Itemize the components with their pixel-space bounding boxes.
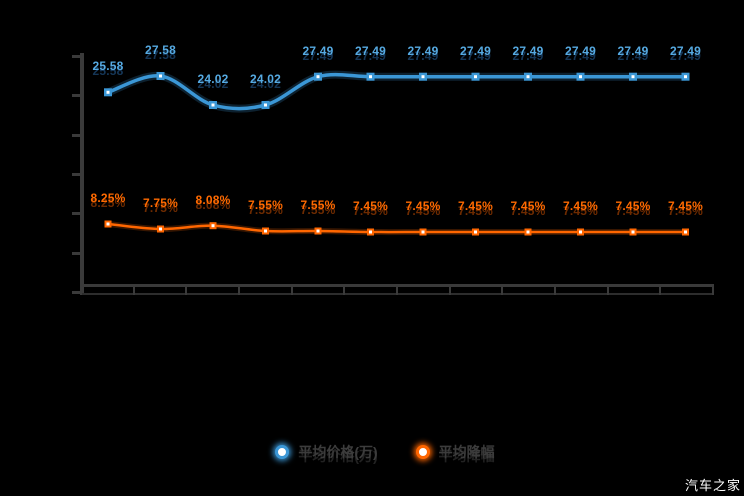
x-axis-tick bbox=[290, 284, 293, 295]
x-axis-tick bbox=[501, 284, 504, 295]
price-data-point-center bbox=[316, 75, 320, 79]
price-data-label: 27.49 bbox=[354, 43, 387, 58]
price-line bbox=[106, 72, 688, 111]
discount-data-point-center bbox=[211, 224, 215, 228]
discount-data-label: 7.45% bbox=[405, 199, 441, 213]
discount-data-point-center bbox=[526, 230, 530, 234]
discount-data-label: 7.45% bbox=[615, 199, 651, 213]
x-axis-tick bbox=[554, 284, 557, 295]
chart-legend: 平均价格(万) 平均降幅 bbox=[0, 442, 744, 462]
legend-item-average-price[interactable]: 平均价格(万) bbox=[275, 442, 378, 462]
x-axis-tick bbox=[448, 284, 451, 295]
legend-label-average-price: 平均价格(万) bbox=[298, 444, 378, 460]
x-axis-tick bbox=[396, 284, 399, 295]
discount-line bbox=[106, 222, 687, 234]
price-data-label: 27.49 bbox=[302, 43, 334, 58]
discount-data-point-center bbox=[106, 222, 110, 226]
price-data-label: 27.49 bbox=[407, 43, 439, 58]
discount-data-point-center bbox=[579, 230, 582, 234]
y-axis-tick bbox=[72, 94, 80, 98]
legend-label-average-discount: 平均降幅 bbox=[438, 444, 495, 460]
price-data-point-center bbox=[369, 75, 372, 79]
x-axis-tick bbox=[606, 284, 609, 295]
discount-data-label: 7.55% bbox=[300, 198, 336, 212]
price-data-point-center bbox=[526, 75, 530, 79]
price-data-point-center bbox=[474, 75, 477, 79]
discount-data-label: 8.08% bbox=[195, 192, 231, 207]
y-axis-tick bbox=[72, 55, 80, 58]
x-axis-tick bbox=[132, 284, 135, 295]
y-axis-tick bbox=[72, 212, 80, 216]
price-data-label: 27.49 bbox=[459, 43, 492, 58]
discount-data-point-center bbox=[631, 230, 635, 234]
price-data-label: 27.49 bbox=[564, 43, 597, 58]
discount-data-label: 7.45% bbox=[510, 199, 546, 213]
discount-data-label: 7.55% bbox=[247, 198, 284, 212]
discount-data-label: 7.45% bbox=[667, 199, 704, 213]
autohome-watermark: 汽车之家 bbox=[684, 478, 741, 493]
price-line-glow bbox=[106, 70, 686, 113]
discount-data-point-center bbox=[684, 230, 687, 234]
price-data-point-center bbox=[264, 103, 267, 107]
discount-data-label: 7.75% bbox=[142, 196, 179, 210]
price-data-point-center bbox=[211, 103, 215, 107]
y-axis-tick bbox=[72, 133, 80, 137]
y-axis-line bbox=[80, 53, 84, 294]
price-data-label: 27.49 bbox=[512, 43, 544, 58]
discount-data-label: 8.25% bbox=[90, 191, 126, 205]
y-axis-tick bbox=[72, 251, 80, 255]
price-data-point-center bbox=[684, 75, 687, 79]
x-axis-tick bbox=[659, 284, 662, 295]
price-data-point-center bbox=[579, 75, 582, 79]
y-axis-tick bbox=[72, 290, 80, 294]
discount-data-point-center bbox=[159, 227, 162, 231]
legend-item-average-discount[interactable]: 平均降幅 bbox=[415, 442, 495, 462]
price-data-point-center bbox=[159, 74, 162, 78]
discount-data-label: 7.45% bbox=[457, 199, 494, 213]
x-axis-tick bbox=[80, 284, 82, 295]
discount-data-point-center bbox=[264, 229, 267, 233]
price-data-label: 24.02 bbox=[197, 72, 229, 86]
discount-data-point-center bbox=[316, 229, 320, 233]
y-axis-tick bbox=[72, 172, 80, 176]
x-axis-tick bbox=[343, 284, 346, 295]
price-data-point-center bbox=[106, 90, 110, 94]
x-axis-tick bbox=[712, 284, 715, 295]
discount-data-label: 7.45% bbox=[352, 199, 389, 213]
price-data-label: 27.58 bbox=[144, 43, 177, 57]
price-series-marker-icon bbox=[275, 445, 290, 459]
price-data-label: 27.49 bbox=[617, 43, 649, 58]
price-data-point-center bbox=[631, 75, 635, 79]
discount-data-point-center bbox=[369, 230, 372, 234]
price-data-label: 25.58 bbox=[92, 59, 124, 74]
price-data-label: 27.49 bbox=[669, 43, 702, 58]
discount-series-marker-icon bbox=[415, 445, 430, 459]
price-data-point-center bbox=[421, 75, 425, 79]
x-axis-tick bbox=[238, 284, 240, 295]
price-data-label: 24.02 bbox=[249, 72, 282, 86]
discount-data-point-center bbox=[474, 230, 477, 234]
x-axis-tick bbox=[185, 284, 188, 295]
discount-data-point-center bbox=[421, 230, 425, 234]
discount-data-label: 7.45% bbox=[562, 199, 599, 213]
